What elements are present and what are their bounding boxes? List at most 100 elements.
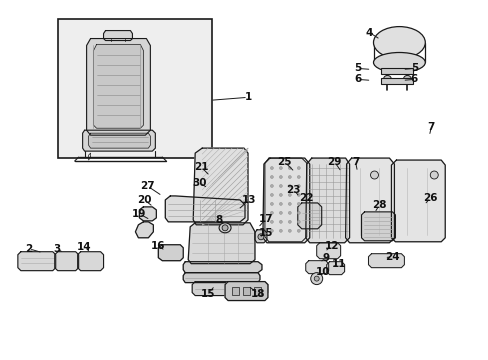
Circle shape <box>297 193 300 197</box>
Circle shape <box>222 225 227 231</box>
Text: 21: 21 <box>194 162 208 172</box>
Text: 7: 7 <box>427 122 434 132</box>
Text: 19: 19 <box>132 209 146 219</box>
Circle shape <box>258 234 264 240</box>
Text: 15: 15 <box>201 289 215 298</box>
Circle shape <box>297 184 300 188</box>
Circle shape <box>270 184 273 188</box>
Text: 14: 14 <box>77 242 92 252</box>
Text: 10: 10 <box>315 267 329 276</box>
Polygon shape <box>264 158 306 242</box>
Polygon shape <box>193 148 247 225</box>
Polygon shape <box>139 207 156 221</box>
Polygon shape <box>345 158 394 243</box>
Polygon shape <box>55 252 79 271</box>
Circle shape <box>383 75 390 84</box>
Text: 6: 6 <box>410 75 417 84</box>
Circle shape <box>279 202 282 206</box>
Circle shape <box>297 202 300 206</box>
Circle shape <box>403 75 410 84</box>
Polygon shape <box>165 196 244 222</box>
Polygon shape <box>368 254 404 268</box>
Circle shape <box>288 184 291 188</box>
Polygon shape <box>103 31 132 41</box>
Circle shape <box>297 229 300 232</box>
Text: 13: 13 <box>241 195 256 205</box>
Text: 24: 24 <box>385 252 399 262</box>
Text: 3: 3 <box>53 244 60 254</box>
Circle shape <box>288 176 291 179</box>
Polygon shape <box>88 133 150 148</box>
Circle shape <box>279 184 282 188</box>
Polygon shape <box>326 262 344 275</box>
Circle shape <box>279 176 282 179</box>
Text: 28: 28 <box>371 200 386 210</box>
Polygon shape <box>183 262 262 273</box>
Ellipse shape <box>373 53 425 72</box>
Polygon shape <box>361 212 395 241</box>
Text: 25: 25 <box>277 157 291 167</box>
Circle shape <box>270 176 273 179</box>
Polygon shape <box>316 243 340 259</box>
Polygon shape <box>305 261 328 274</box>
Polygon shape <box>86 39 150 135</box>
Text: 5: 5 <box>410 63 417 73</box>
Text: 2: 2 <box>25 244 32 254</box>
Polygon shape <box>254 230 266 243</box>
Circle shape <box>288 202 291 206</box>
Text: 17: 17 <box>258 214 273 224</box>
Polygon shape <box>82 130 155 151</box>
Text: 29: 29 <box>327 157 341 167</box>
Text: 8: 8 <box>215 215 222 225</box>
Circle shape <box>297 176 300 179</box>
Polygon shape <box>305 158 349 243</box>
Bar <box>58 19 212 158</box>
Circle shape <box>279 211 282 214</box>
Circle shape <box>310 273 322 285</box>
Polygon shape <box>93 45 143 128</box>
Circle shape <box>297 211 300 214</box>
Text: 22: 22 <box>299 193 313 203</box>
Circle shape <box>370 171 378 179</box>
Circle shape <box>270 211 273 214</box>
Text: 18: 18 <box>250 289 264 298</box>
Text: 15: 15 <box>258 228 273 238</box>
Circle shape <box>297 167 300 170</box>
Circle shape <box>288 211 291 214</box>
Text: 11: 11 <box>331 259 345 269</box>
Circle shape <box>279 193 282 197</box>
Circle shape <box>279 167 282 170</box>
Circle shape <box>270 202 273 206</box>
Text: 12: 12 <box>324 241 338 251</box>
Circle shape <box>297 220 300 223</box>
Circle shape <box>279 220 282 223</box>
Polygon shape <box>224 282 267 301</box>
Circle shape <box>270 220 273 223</box>
Text: 1: 1 <box>244 92 251 102</box>
Bar <box>232 287 239 294</box>
Polygon shape <box>192 282 267 296</box>
Circle shape <box>288 220 291 223</box>
Polygon shape <box>135 222 153 238</box>
Circle shape <box>279 229 282 232</box>
Circle shape <box>270 229 273 232</box>
Circle shape <box>270 193 273 197</box>
Polygon shape <box>297 203 321 229</box>
Circle shape <box>314 276 319 281</box>
Bar <box>381 78 412 84</box>
Circle shape <box>429 171 437 179</box>
Text: 7: 7 <box>351 157 359 167</box>
Text: 20: 20 <box>137 195 151 205</box>
Polygon shape <box>263 158 309 243</box>
Bar <box>243 287 249 294</box>
Text: 26: 26 <box>422 193 437 203</box>
Polygon shape <box>158 245 183 261</box>
Circle shape <box>288 167 291 170</box>
Polygon shape <box>188 223 254 264</box>
Text: 5: 5 <box>353 63 361 73</box>
Text: 23: 23 <box>286 185 301 195</box>
Polygon shape <box>78 252 103 271</box>
Text: 30: 30 <box>191 178 206 188</box>
Circle shape <box>288 229 291 232</box>
Text: 16: 16 <box>151 241 165 251</box>
